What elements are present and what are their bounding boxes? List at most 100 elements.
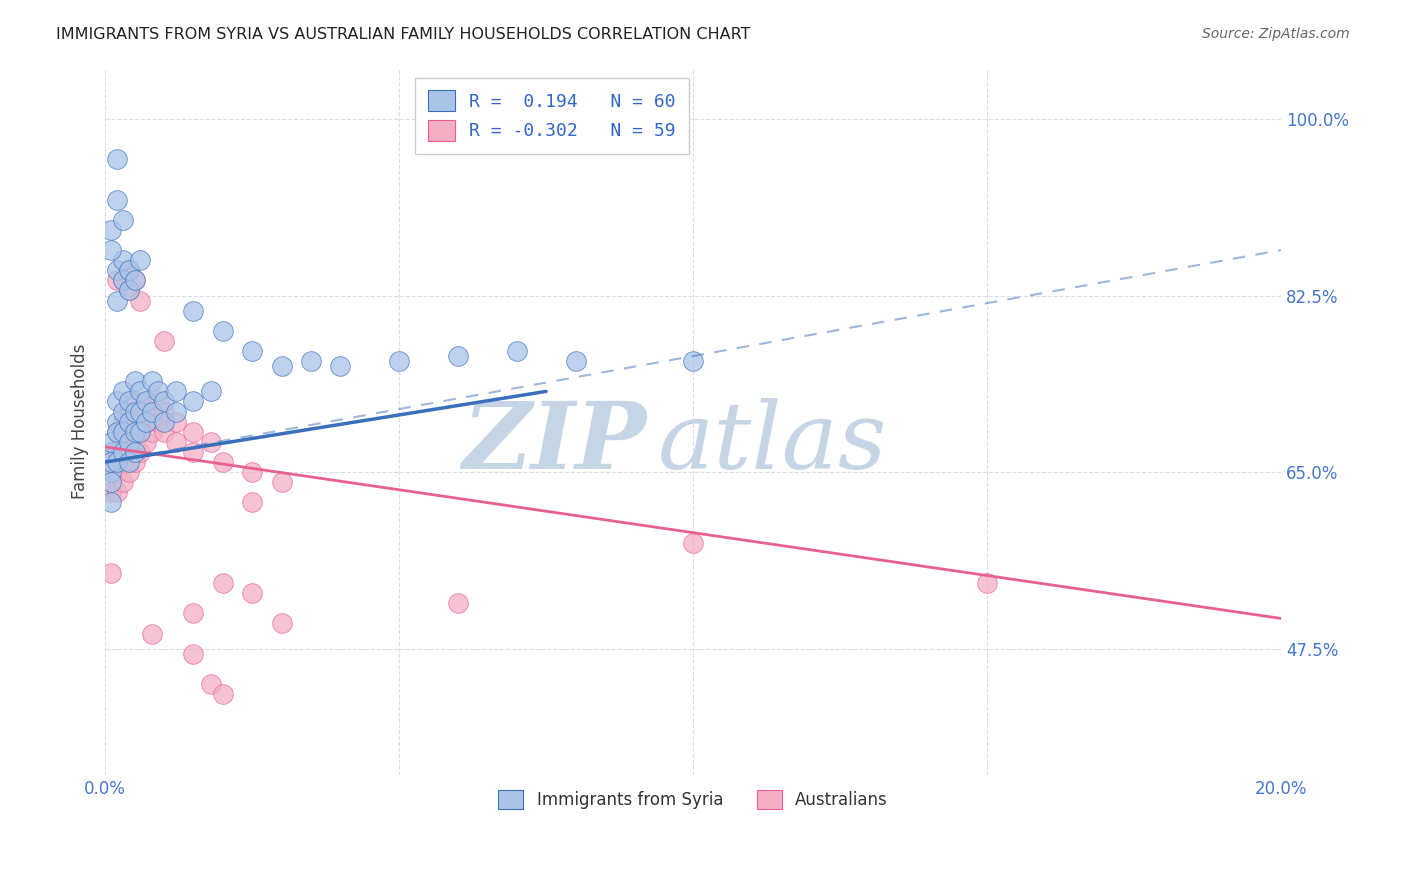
Point [129, 253, 152, 268]
Point [118, 425, 141, 439]
Point [270, 475, 292, 490]
Point [135, 434, 157, 449]
Text: IMMIGRANTS FROM SYRIA VS AUSTRALIAN FAMILY HOUSEHOLDS CORRELATION CHART: IMMIGRANTS FROM SYRIA VS AUSTRALIAN FAMI… [56, 27, 751, 42]
Point [118, 263, 141, 277]
Point [118, 445, 141, 459]
Point [124, 415, 146, 429]
Point [129, 404, 152, 418]
Point [105, 465, 128, 479]
Point [118, 455, 141, 469]
Point [240, 586, 263, 600]
Point [183, 394, 205, 409]
Point [270, 359, 292, 374]
Point [105, 263, 128, 277]
Point [111, 455, 134, 469]
Point [165, 415, 187, 429]
Point [240, 495, 263, 509]
Point [129, 384, 152, 399]
Point [105, 425, 128, 439]
Point [183, 445, 205, 459]
Point [111, 445, 134, 459]
Point [200, 384, 222, 399]
Point [105, 293, 128, 308]
Point [105, 415, 128, 429]
Point [105, 455, 128, 469]
Point [153, 415, 176, 429]
Point [111, 415, 134, 429]
Point [146, 415, 169, 429]
Point [111, 253, 134, 268]
Point [564, 354, 586, 368]
Point [447, 349, 470, 363]
Point [105, 445, 128, 459]
Point [211, 324, 233, 338]
Point [146, 384, 169, 399]
Point [129, 404, 152, 418]
Point [118, 404, 141, 418]
Point [118, 434, 141, 449]
Point [111, 434, 134, 449]
Point [165, 384, 187, 399]
Point [135, 394, 157, 409]
Point [135, 415, 157, 429]
Point [124, 374, 146, 388]
Point [141, 425, 163, 439]
Point [100, 243, 122, 257]
Point [124, 425, 146, 439]
Point [124, 445, 146, 459]
Point [976, 576, 998, 591]
Point [118, 394, 141, 409]
Point [153, 394, 176, 409]
Point [100, 445, 122, 459]
Point [129, 293, 152, 308]
Point [129, 425, 152, 439]
Point [165, 404, 187, 418]
Point [105, 273, 128, 287]
Point [100, 566, 122, 580]
Point [100, 465, 122, 479]
Point [111, 425, 134, 439]
Point [124, 273, 146, 287]
Point [111, 212, 134, 227]
Point [111, 475, 134, 490]
Text: ZIP: ZIP [461, 398, 645, 488]
Point [211, 687, 233, 701]
Y-axis label: Family Households: Family Households [72, 344, 89, 500]
Point [105, 153, 128, 167]
Point [100, 223, 122, 237]
Point [100, 475, 122, 490]
Point [240, 344, 263, 359]
Point [200, 434, 222, 449]
Point [388, 354, 411, 368]
Point [100, 485, 122, 500]
Point [105, 394, 128, 409]
Point [118, 284, 141, 298]
Point [118, 263, 141, 277]
Text: Source: ZipAtlas.com: Source: ZipAtlas.com [1202, 27, 1350, 41]
Point [270, 616, 292, 631]
Point [447, 596, 470, 610]
Text: atlas: atlas [658, 398, 887, 488]
Point [135, 394, 157, 409]
Point [141, 404, 163, 418]
Point [100, 465, 122, 479]
Point [129, 425, 152, 439]
Point [183, 647, 205, 661]
Point [329, 359, 352, 374]
Point [118, 284, 141, 298]
Point [682, 535, 704, 549]
Point [100, 495, 122, 509]
Point [165, 434, 187, 449]
Point [146, 394, 169, 409]
Point [124, 394, 146, 409]
Point [124, 273, 146, 287]
Point [111, 404, 134, 418]
Point [141, 404, 163, 418]
Point [105, 193, 128, 207]
Point [124, 404, 146, 418]
Point [240, 465, 263, 479]
Point [105, 425, 128, 439]
Point [111, 273, 134, 287]
Point [118, 465, 141, 479]
Point [153, 425, 176, 439]
